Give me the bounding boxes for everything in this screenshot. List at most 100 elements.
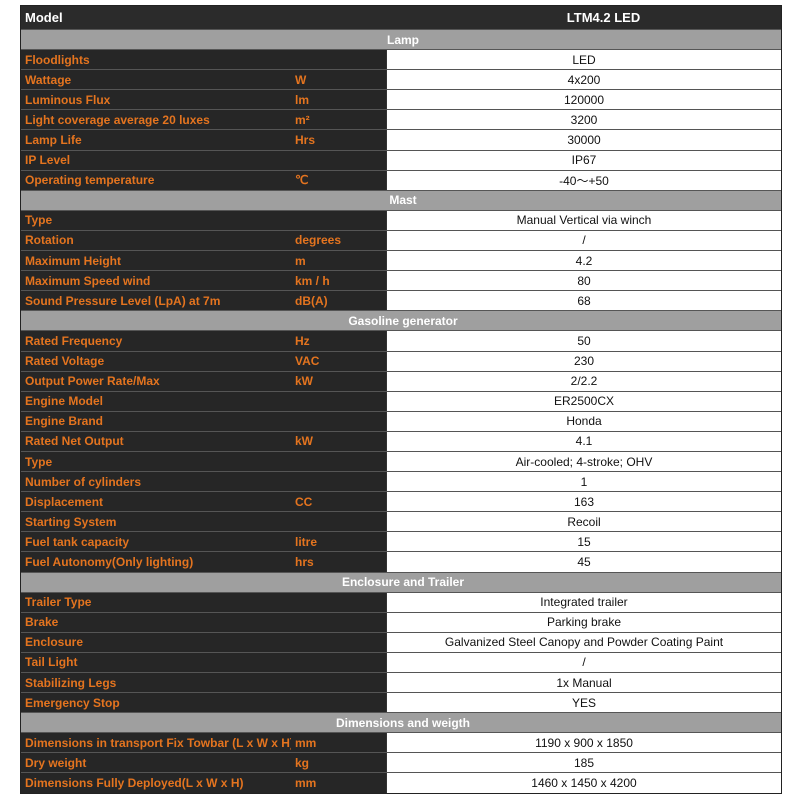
row-label: Operating temperature bbox=[21, 170, 291, 190]
row-value: 4.2 bbox=[386, 251, 781, 271]
row-label: Type bbox=[21, 451, 291, 472]
row-unit: kg bbox=[291, 753, 386, 773]
row-label: Sound Pressure Level (LpA) at 7m bbox=[21, 291, 291, 311]
data-row: Engine Model ER2500CX bbox=[21, 390, 781, 411]
section-row: Enclosure and Trailer bbox=[21, 571, 781, 592]
row-label: Number of cylinders bbox=[21, 472, 291, 492]
row-value: YES bbox=[386, 693, 781, 713]
row-unit: ℃ bbox=[291, 170, 386, 190]
row-unit: litre bbox=[291, 532, 386, 552]
row-unit: kW bbox=[291, 431, 386, 451]
row-value: / bbox=[386, 652, 781, 672]
data-row: Type Manual Vertical via winch bbox=[21, 209, 781, 230]
row-value: 68 bbox=[386, 291, 781, 311]
row-label: Fuel tank capacity bbox=[21, 532, 291, 552]
row-label: Trailer Type bbox=[21, 592, 291, 612]
data-row: IP Level IP67 bbox=[21, 149, 781, 170]
row-unit: km / h bbox=[291, 271, 386, 291]
row-unit bbox=[291, 210, 386, 230]
row-unit bbox=[291, 411, 386, 431]
row-label: Lamp Life bbox=[21, 130, 291, 150]
data-row: Output Power Rate/Max kW 2/2.2 bbox=[21, 370, 781, 391]
row-label: Rated Frequency bbox=[21, 331, 291, 351]
row-unit bbox=[291, 472, 386, 492]
row-label: Light coverage average 20 luxes bbox=[21, 110, 291, 130]
header-row: Model LTM4.2 LED bbox=[21, 6, 781, 29]
row-unit: W bbox=[291, 70, 386, 90]
data-row: Displacement CC 163 bbox=[21, 491, 781, 512]
section-title: Lamp bbox=[386, 32, 419, 47]
row-label: Dimensions in transport Fix Towbar (L x … bbox=[21, 733, 291, 753]
row-value: Galvanized Steel Canopy and Powder Coati… bbox=[386, 632, 781, 652]
data-row: Emergency Stop YES bbox=[21, 692, 781, 713]
row-value: LED bbox=[386, 50, 781, 70]
row-value: 80 bbox=[386, 271, 781, 291]
data-row: Engine Brand Honda bbox=[21, 410, 781, 431]
row-value: 4.1 bbox=[386, 431, 781, 451]
row-value: 163 bbox=[386, 492, 781, 512]
row-label: Brake bbox=[21, 612, 291, 632]
data-row: Sound Pressure Level (LpA) at 7m dB(A) 68 bbox=[21, 290, 781, 311]
row-label: Emergency Stop bbox=[21, 693, 291, 713]
row-label: Rotation bbox=[21, 230, 291, 251]
row-value: 30000 bbox=[386, 130, 781, 150]
data-row: Starting System Recoil bbox=[21, 511, 781, 532]
row-value: / bbox=[386, 230, 781, 251]
row-value: 120000 bbox=[386, 90, 781, 110]
row-label: Stabilizing Legs bbox=[21, 673, 291, 693]
row-label: Enclosure bbox=[21, 632, 291, 652]
data-row: Dimensions in transport Fix Towbar (L x … bbox=[21, 732, 781, 753]
row-label: Rated Voltage bbox=[21, 351, 291, 371]
data-row: Trailer Type Integrated trailer bbox=[21, 591, 781, 612]
row-value: -40～+50 bbox=[386, 170, 781, 190]
data-row: Rotation degrees / bbox=[21, 229, 781, 251]
section-title: Dimensions and weigth bbox=[335, 715, 470, 730]
row-label: Tail Light bbox=[21, 652, 291, 672]
row-value: 15 bbox=[386, 532, 781, 552]
data-row: Brake Parking brake bbox=[21, 611, 781, 632]
data-row: Floodlights LED bbox=[21, 49, 781, 70]
row-unit bbox=[291, 512, 386, 532]
row-unit: mm bbox=[291, 733, 386, 753]
row-unit bbox=[291, 612, 386, 632]
row-unit bbox=[291, 451, 386, 472]
row-unit bbox=[291, 652, 386, 672]
data-row: Stabilizing Legs 1x Manual bbox=[21, 672, 781, 693]
row-unit: mm bbox=[291, 773, 386, 793]
data-row: Tail Light / bbox=[21, 651, 781, 672]
row-unit: m bbox=[291, 251, 386, 271]
row-unit bbox=[291, 50, 386, 70]
row-unit: m² bbox=[291, 110, 386, 130]
row-value: 1460 x 1450 x 4200 bbox=[386, 773, 781, 793]
row-unit bbox=[291, 632, 386, 652]
data-row: Rated Voltage VAC 230 bbox=[21, 350, 781, 371]
row-unit: Hz bbox=[291, 331, 386, 351]
row-unit: Hrs bbox=[291, 130, 386, 150]
row-label: Floodlights bbox=[21, 50, 291, 70]
row-label: Maximum Height bbox=[21, 251, 291, 271]
data-row: Rated Frequency Hz 50 bbox=[21, 330, 781, 351]
data-row: Wattage W 4x200 bbox=[21, 69, 781, 90]
row-value: Integrated trailer bbox=[386, 592, 781, 612]
data-row: Dimensions Fully Deployed(L x W x H) mm 14… bbox=[21, 772, 781, 793]
row-unit: CC bbox=[291, 492, 386, 512]
row-value: ER2500CX bbox=[386, 391, 781, 411]
row-value: 1 bbox=[386, 472, 781, 492]
row-label: Rated Net Output bbox=[21, 431, 291, 451]
section-row: Mast bbox=[21, 189, 781, 210]
row-label: Type bbox=[21, 210, 291, 230]
row-unit: VAC bbox=[291, 351, 386, 371]
row-unit bbox=[291, 592, 386, 612]
row-unit: degrees bbox=[291, 230, 386, 251]
data-row: Fuel Autonomy(Only lighting) hrs 45 bbox=[21, 551, 781, 572]
row-label: Fuel Autonomy(Only lighting) bbox=[21, 552, 291, 572]
header-label: Model bbox=[25, 10, 63, 25]
row-value: 1x Manual bbox=[386, 673, 781, 693]
row-unit: hrs bbox=[291, 552, 386, 572]
row-value: 230 bbox=[386, 351, 781, 371]
section-row: Dimensions and weigth bbox=[21, 712, 781, 733]
data-row: Type Air-cooled; 4-stroke; OHV bbox=[21, 450, 781, 472]
header-value: LTM4.2 LED bbox=[566, 10, 641, 25]
data-row: Dry weight kg 185 bbox=[21, 752, 781, 773]
